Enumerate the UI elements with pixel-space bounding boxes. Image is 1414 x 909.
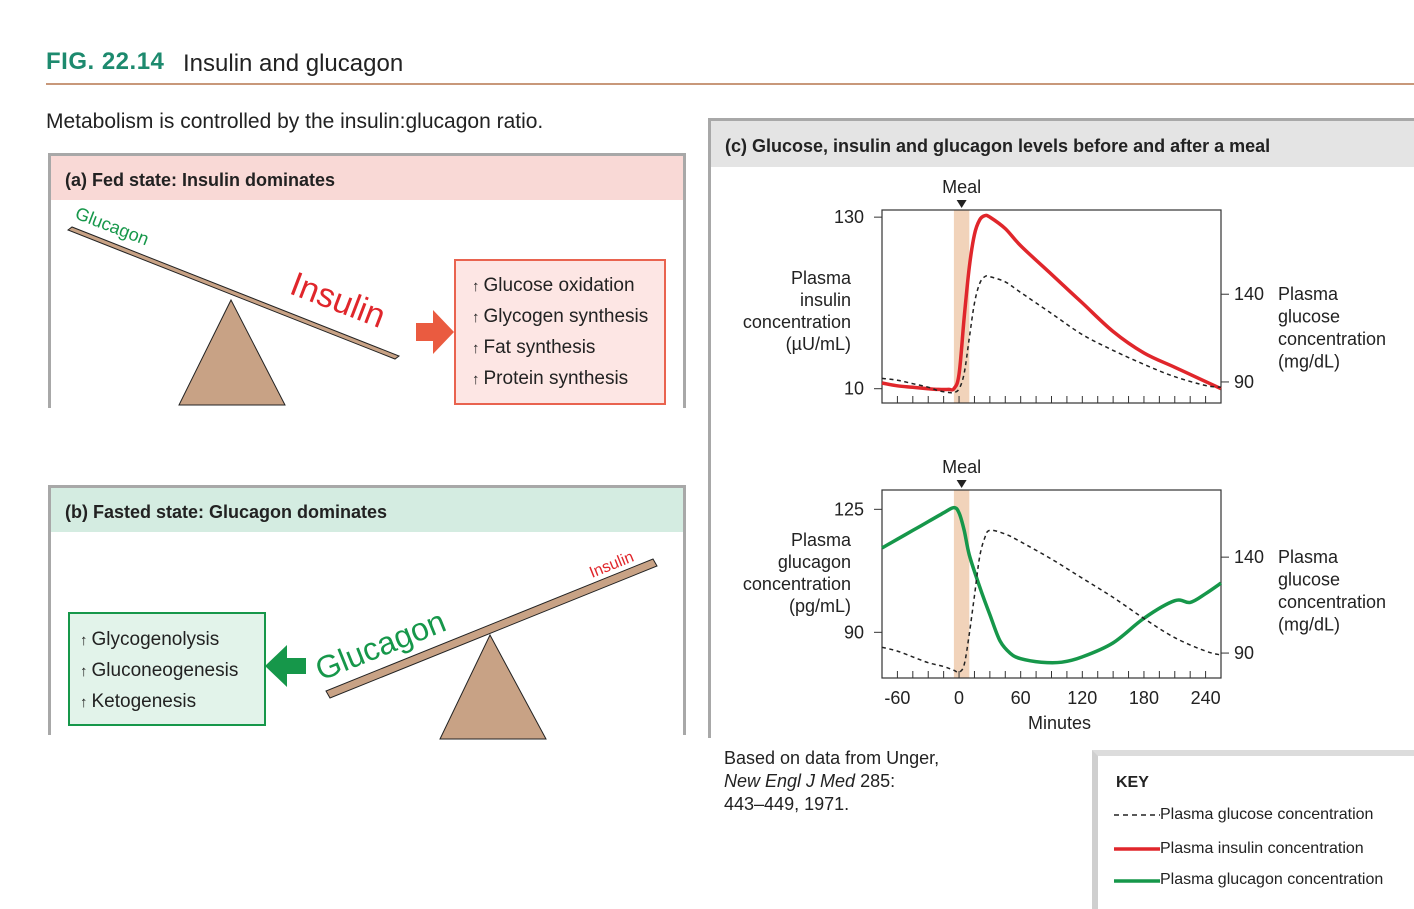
- seesaw-fasted: Insulin Glucagon: [310, 549, 658, 740]
- effect-item: ↑ Ketogenesis: [80, 687, 264, 718]
- left-axis-label: (µU/mL): [786, 334, 851, 354]
- seesaw-plank-fasted: [325, 558, 658, 699]
- panel-meal-levels-title: (c) Glucose, insulin and glucagon levels…: [711, 121, 1414, 167]
- glucose-series-line: [881, 275, 1222, 394]
- left-axis-label: concentration: [743, 312, 851, 332]
- up-arrow-icon: ↑: [472, 278, 480, 295]
- right-axis-label: Plasma: [1278, 284, 1339, 304]
- right-tick-label: 90: [1234, 643, 1254, 663]
- effect-item: ↑ Glucose oxidation: [472, 271, 664, 302]
- header-rule: [46, 83, 1414, 85]
- right-axis-label: concentration: [1278, 592, 1386, 612]
- panel-fed-state: (a) Fed state: Insulin dominates: [48, 153, 686, 408]
- x-tick-label: -60: [884, 688, 910, 708]
- citation-journal: New Engl J Med: [724, 771, 856, 791]
- panel-fasted-state: (b) Fasted state: Glucagon dominates: [48, 485, 686, 735]
- effect-item: ↑ Glycogenolysis: [80, 625, 264, 656]
- left-tick-label: 125: [834, 499, 864, 519]
- right-axis-label: glucose: [1278, 570, 1340, 590]
- right-tick-label: 90: [1234, 372, 1254, 392]
- glucose-series-line: [881, 529, 1222, 674]
- citation-line1: Based on data from Unger,: [724, 748, 940, 768]
- up-arrow-icon: ↑: [80, 663, 88, 680]
- up-arrow-icon: ↑: [80, 694, 88, 711]
- right-tick-label: 140: [1234, 547, 1264, 567]
- effect-label: Glycogenolysis: [91, 629, 220, 650]
- right-axis-label: (mg/dL): [1278, 352, 1340, 372]
- right-axis-label: (mg/dL): [1278, 615, 1340, 635]
- effect-label: Glycogen synthesis: [483, 306, 649, 327]
- effect-item: ↑ Protein synthesis: [472, 364, 664, 395]
- arrow-right-icon: [416, 310, 454, 354]
- panel-fasted-state-title: (b) Fasted state: Glucagon dominates: [51, 488, 683, 532]
- up-arrow-icon: ↑: [472, 371, 480, 388]
- arrow-left-icon: [265, 645, 306, 687]
- right-axis-label: glucose: [1278, 307, 1340, 327]
- right-tick-label: 140: [1234, 284, 1264, 304]
- seesaw-fed: Glucagon Insulin: [66, 203, 454, 406]
- citation-volume: 285:: [855, 771, 896, 791]
- x-tick-label: 60: [1011, 688, 1031, 708]
- left-tick-label: 130: [834, 207, 864, 227]
- effect-label: Protein synthesis: [483, 368, 629, 389]
- right-axis-label: concentration: [1278, 329, 1386, 349]
- insulin-series-line: [881, 213, 1222, 392]
- panel-meal-levels: (c) Glucose, insulin and glucagon levels…: [708, 118, 1414, 738]
- left-axis-label: Plasma: [791, 268, 852, 288]
- citation: Based on data from Unger, New Engl J Med…: [724, 747, 939, 816]
- plot-frame: [881, 209, 1222, 404]
- effect-label: Glucose oxidation: [483, 275, 635, 296]
- effect-item: ↑ Gluconeogenesis: [80, 656, 264, 687]
- meal-marker-icon: [956, 480, 967, 488]
- right-axis-label: Plasma: [1278, 547, 1339, 567]
- up-arrow-icon: ↑: [472, 309, 480, 326]
- legend-swatches: [1114, 814, 1160, 883]
- left-tick-label: 10: [844, 379, 864, 399]
- legend-item-insulin: Plasma insulin concentration: [1160, 840, 1364, 857]
- left-axis-label: Plasma: [791, 530, 852, 550]
- citation-pages: 443–449, 1971.: [724, 794, 850, 814]
- left-axis-label: (pg/mL): [789, 596, 851, 616]
- x-tick-label: 0: [954, 688, 964, 708]
- x-axis-label: Minutes: [1028, 713, 1091, 733]
- legend-title: KEY: [1116, 774, 1149, 791]
- left-axis-label: concentration: [743, 574, 851, 594]
- left-axis-label: insulin: [800, 290, 851, 310]
- effect-label: Ketogenesis: [91, 691, 197, 712]
- legend-key: KEY Plasma glucose concentration Plasma …: [1092, 750, 1414, 909]
- legend-item-glucagon: Plasma glucagon concentration: [1160, 871, 1384, 888]
- left-tick-label: 90: [844, 622, 864, 642]
- x-tick-label: 120: [1067, 688, 1097, 708]
- figure-subtitle: Metabolism is controlled by the insulin:…: [46, 110, 544, 133]
- meal-marker-icon: [956, 200, 967, 208]
- panel-fed-state-title: (a) Fed state: Insulin dominates: [51, 156, 683, 200]
- seesaw-plank-fed: [66, 226, 401, 360]
- figure-number: FIG. 22.14: [46, 48, 165, 75]
- left-axis-label: glucagon: [778, 552, 851, 572]
- effect-item: ↑ Glycogen synthesis: [472, 302, 664, 333]
- meal-label: Meal: [942, 177, 981, 197]
- meal-label: Meal: [942, 457, 981, 477]
- x-tick-label: 180: [1129, 688, 1159, 708]
- fulcrum-fed: [178, 298, 286, 406]
- fed-effects-box: ↑ Glucose oxidation ↑ Glycogen synthesis ↑ Fa…: [454, 259, 666, 405]
- x-tick-label: 240: [1191, 688, 1221, 708]
- effect-label: Fat synthesis: [483, 337, 596, 358]
- effect-label: Gluconeogenesis: [91, 660, 239, 681]
- fasted-effects-box: ↑ Glycogenolysis ↑ Gluconeogenesis ↑ Ketogene…: [68, 612, 266, 726]
- fulcrum-fasted: [439, 633, 547, 740]
- up-arrow-icon: ↑: [472, 340, 480, 357]
- effect-item: ↑ Fat synthesis: [472, 333, 664, 364]
- up-arrow-icon: ↑: [80, 632, 88, 649]
- meal-band: [953, 210, 970, 403]
- legend-item-glucose: Plasma glucose concentration: [1160, 806, 1374, 823]
- glucagon-series-line: [881, 505, 1222, 665]
- figure-title: Insulin and glucagon: [183, 50, 404, 77]
